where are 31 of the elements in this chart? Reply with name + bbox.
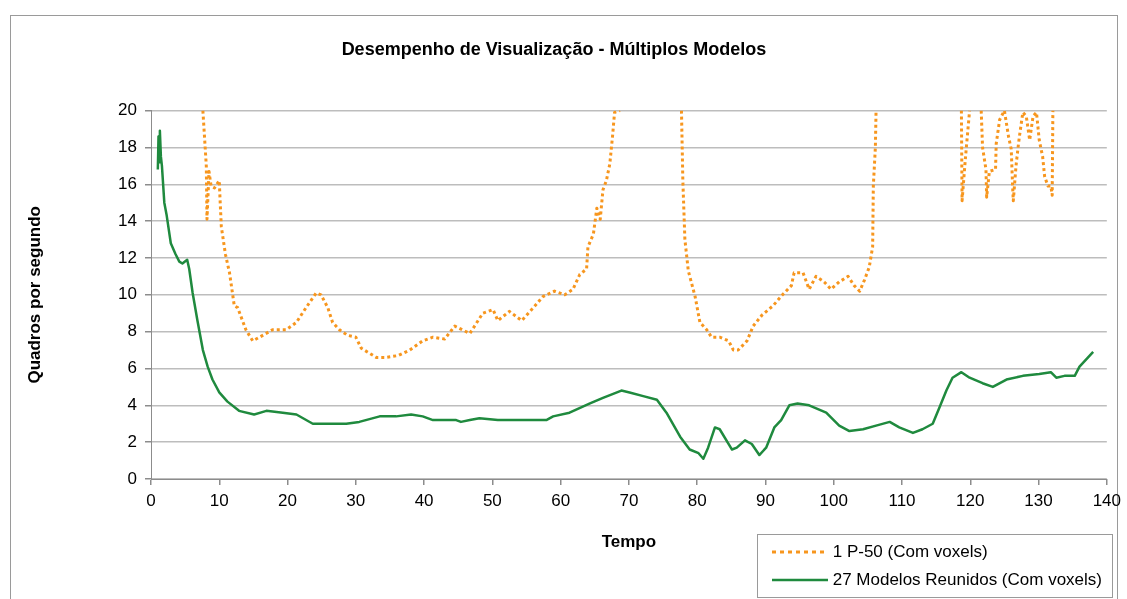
- x-tick-label: 60: [551, 490, 571, 510]
- x-tick-label: 140: [1092, 490, 1122, 510]
- y-tick-label: 8: [127, 321, 137, 341]
- y-tick-label: 18: [118, 137, 137, 157]
- x-tick-label: 30: [346, 490, 366, 510]
- x-tick-label: 0: [146, 490, 156, 510]
- y-tick-label: 0: [127, 468, 137, 488]
- x-tick-label: 90: [755, 490, 775, 510]
- y-tick-label: 4: [127, 395, 137, 415]
- y-tick-label: 2: [127, 431, 137, 451]
- x-tick-label: 110: [888, 490, 916, 510]
- legend-label: 1 P-50 (Com voxels): [832, 542, 988, 562]
- x-axis-title: Tempo: [601, 532, 657, 552]
- x-tick-label: 120: [956, 490, 985, 510]
- x-tick-label: 10: [209, 490, 229, 510]
- y-tick-label: 14: [118, 210, 137, 230]
- y-tick-label: 20: [118, 100, 137, 120]
- x-tick-label: 40: [414, 490, 434, 510]
- y-axis-title: Quadros por segundo: [24, 206, 44, 384]
- x-tick-label: 80: [687, 490, 707, 510]
- x-tick-label: 100: [819, 490, 848, 510]
- legend-label: 27 Modelos Reunidos (Com voxels): [832, 570, 1102, 590]
- y-tick-label: 16: [118, 173, 137, 193]
- y-tick-label: 12: [118, 247, 137, 267]
- x-tick-label: 130: [1024, 490, 1053, 510]
- y-tick-label: 6: [127, 358, 137, 378]
- x-tick-label: 50: [482, 490, 502, 510]
- y-tick-label: 10: [118, 284, 137, 304]
- chart-title: Desempenho de Visualização - Múltiplos Modelos: [341, 38, 767, 59]
- x-tick-label: 20: [278, 490, 298, 510]
- x-tick-label: 70: [619, 490, 639, 510]
